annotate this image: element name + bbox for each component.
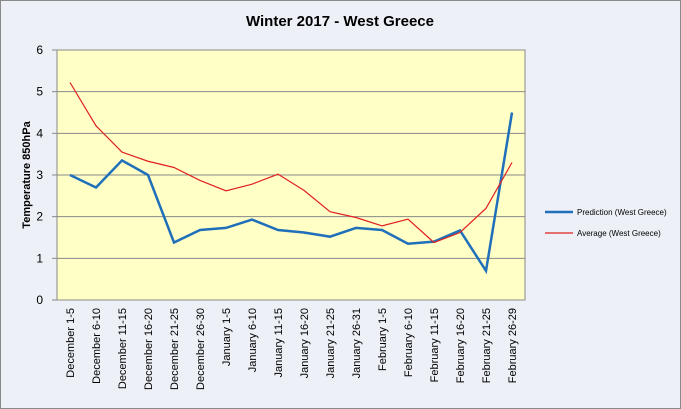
y-tick-label: 3: [36, 168, 43, 182]
y-tick-label: 5: [36, 85, 43, 99]
x-tick-label: December 16-20: [143, 308, 155, 390]
legend-label: Prediction (West Greece): [577, 208, 667, 217]
x-tick-label: February 21-25: [481, 308, 493, 383]
x-tick-label: February 1-5: [377, 308, 389, 371]
y-tick-label: 0: [36, 293, 43, 307]
x-tick-label: February 26-29: [507, 308, 519, 383]
y-tick-label: 6: [36, 43, 43, 57]
legend-label: Average (West Greece): [577, 229, 661, 238]
x-tick-label: December 26-30: [195, 308, 207, 390]
x-tick-label: December 1-5: [65, 308, 77, 378]
x-tick-label: February 11-15: [429, 308, 441, 382]
x-tick-label: January 1-5: [221, 308, 233, 366]
line-series: [69, 82, 513, 244]
line-series: [69, 112, 514, 275]
x-tick-label: February 16-20: [455, 308, 467, 383]
x-tick-label: December 6-10: [91, 308, 103, 384]
y-tick-label: 1: [36, 251, 43, 265]
x-tick-label: January 26-31: [351, 308, 363, 378]
y-tick-label: 4: [36, 126, 43, 140]
x-tick-label: December 21-25: [169, 308, 181, 390]
y-tick-label: 2: [36, 210, 43, 224]
x-tick-label: January 21-25: [325, 308, 337, 378]
x-tick-label: January 6-10: [247, 308, 259, 372]
x-tick-label: December 11-15: [117, 308, 129, 389]
x-tick-label: January 16-20: [299, 308, 311, 378]
y-axis-label: Temperature 850hPa: [21, 120, 33, 228]
chart-title: Winter 2017 - West Greece: [246, 13, 434, 30]
x-tick-label: January 11-15: [273, 308, 285, 378]
x-tick-label: February 6-10: [403, 308, 415, 377]
